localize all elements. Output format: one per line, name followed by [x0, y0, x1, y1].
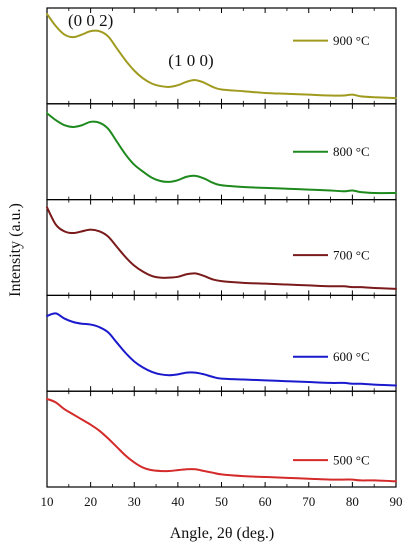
x-axis-label: Angle, 2θ (deg.) — [170, 525, 275, 542]
series-line-2 — [46, 112, 397, 195]
peak-annotation: (1 0 0) — [168, 51, 213, 70]
peak-annotation: (0 0 2) — [68, 11, 113, 30]
panel-frame — [46, 294, 397, 392]
panel-5: 500 °C — [46, 390, 397, 488]
panel-4: 600 °C — [46, 294, 397, 392]
panel-2: 800 °C — [46, 103, 397, 201]
x-tick-label: 40 — [171, 494, 184, 509]
x-tick-label: 30 — [128, 494, 141, 509]
legend-label: 500 °C — [333, 453, 370, 468]
x-tick-label: 10 — [41, 494, 54, 509]
series-line-3 — [46, 206, 397, 290]
annotations: (0 0 2) (1 0 0) — [68, 11, 214, 70]
panel-3: 700 °C — [46, 199, 397, 297]
series-line-4 — [46, 312, 397, 387]
series-line-1 — [46, 13, 397, 100]
x-tick-label: 70 — [302, 494, 315, 509]
legend-label: 800 °C — [333, 144, 370, 159]
series-line-5 — [46, 397, 397, 483]
legend-label: 600 °C — [333, 349, 370, 364]
x-tick-label: 60 — [259, 494, 272, 509]
panels: 900 °C 800 °C 700 °C 600 °C 500 °C — [46, 7, 397, 488]
x-tick-label: 90 — [390, 494, 403, 509]
panel-frame — [46, 390, 397, 488]
legend-label: 700 °C — [333, 248, 370, 263]
x-axis-ticks: 10 20 30 40 50 60 70 80 90 — [41, 494, 403, 509]
x-tick-label: 80 — [346, 494, 359, 509]
legend-label: 900 °C — [333, 33, 370, 48]
y-axis-label: Intensity (a.u.) — [7, 203, 24, 297]
x-tick-label: 20 — [84, 494, 97, 509]
x-tick-label: 50 — [215, 494, 228, 509]
